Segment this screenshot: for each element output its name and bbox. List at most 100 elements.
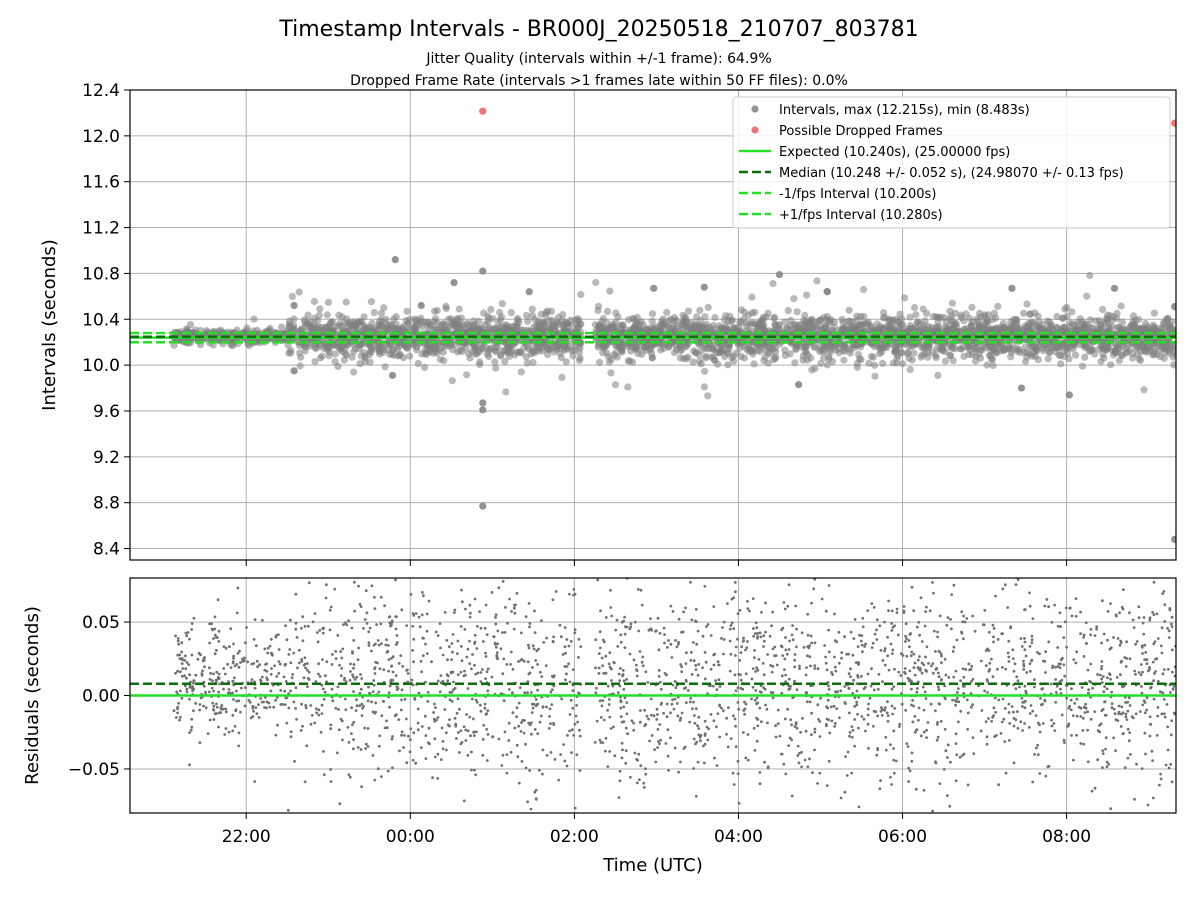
- residual-point: [890, 704, 894, 708]
- residual-point: [1145, 696, 1149, 700]
- residual-point: [890, 687, 894, 691]
- residual-point: [424, 642, 427, 646]
- interval-point: [846, 317, 854, 325]
- residual-point: [1054, 691, 1058, 694]
- residual-point: [483, 706, 487, 710]
- residual-point: [500, 764, 504, 767]
- residual-point: [370, 700, 373, 704]
- interval-point: [403, 344, 411, 352]
- residual-point: [773, 654, 776, 658]
- residual-point: [952, 583, 956, 587]
- dropped-frame-point: [1171, 119, 1176, 127]
- interval-point: [1150, 309, 1158, 317]
- residual-point: [965, 698, 969, 702]
- residual-point: [669, 642, 673, 646]
- y-tick-label: 9.6: [93, 402, 120, 422]
- residual-point: [804, 729, 808, 733]
- residual-point: [176, 639, 180, 643]
- interval-point: [489, 315, 497, 323]
- residual-point: [405, 624, 409, 627]
- residual-point: [1075, 697, 1079, 701]
- residual-point: [875, 618, 879, 622]
- residual-point: [1149, 723, 1153, 726]
- residual-point: [1100, 677, 1103, 681]
- residual-point: [784, 648, 788, 652]
- residual-point: [309, 722, 313, 726]
- residual-point: [190, 717, 194, 721]
- residual-point: [433, 737, 437, 741]
- residual-point: [678, 719, 682, 722]
- residual-point: [322, 697, 326, 701]
- interval-point: [1072, 351, 1080, 359]
- residual-point: [320, 712, 324, 715]
- residual-point: [357, 646, 360, 650]
- residual-point: [984, 720, 988, 724]
- residual-point: [647, 628, 651, 632]
- residual-point: [1161, 672, 1165, 676]
- residual-point: [443, 708, 447, 711]
- interval-point: [761, 353, 769, 361]
- residual-point: [310, 714, 314, 717]
- residual-point: [949, 618, 952, 621]
- residual-point: [352, 747, 355, 751]
- residual-point: [734, 654, 737, 657]
- residual-point: [366, 745, 370, 748]
- residual-point: [559, 753, 562, 756]
- interval-point: [870, 361, 879, 369]
- residual-point: [1093, 710, 1097, 713]
- residual-point: [317, 662, 320, 666]
- interval-point: [1015, 345, 1023, 354]
- interval-point: [1171, 535, 1176, 543]
- residual-point: [870, 646, 874, 649]
- residual-point: [1142, 616, 1146, 619]
- residual-point: [287, 706, 291, 710]
- residual-point: [718, 685, 722, 688]
- residual-point: [917, 620, 921, 624]
- residual-point: [731, 771, 735, 775]
- residual-point: [421, 636, 425, 640]
- interval-point: [1097, 357, 1105, 366]
- interval-point: [614, 313, 622, 321]
- intervals-plot-area: [130, 107, 1176, 543]
- residual-point: [258, 663, 261, 667]
- residual-point: [900, 702, 904, 706]
- interval-point: [1142, 347, 1150, 355]
- interval-point: [350, 368, 358, 376]
- residual-point: [497, 586, 501, 590]
- residual-point: [983, 568, 986, 571]
- residual-point: [659, 703, 663, 706]
- residual-point: [439, 674, 443, 677]
- interval-point: [737, 306, 746, 314]
- interval-point: [1026, 319, 1034, 327]
- residual-point: [180, 641, 184, 645]
- chart-subtitle-line-2: Dropped Frame Rate (intervals >1 frames …: [350, 73, 848, 89]
- interval-point: [939, 344, 947, 352]
- residual-point: [957, 687, 960, 690]
- residual-point: [246, 660, 250, 664]
- residual-point: [693, 714, 696, 717]
- residual-point: [277, 672, 281, 675]
- interval-point: [607, 355, 615, 363]
- residual-point: [946, 756, 949, 759]
- interval-point: [740, 315, 748, 323]
- residual-point: [1099, 673, 1102, 677]
- interval-point: [1118, 318, 1126, 326]
- residual-point: [261, 619, 264, 622]
- residual-point: [630, 719, 634, 723]
- residual-point: [1160, 626, 1164, 630]
- residual-point: [1079, 715, 1083, 718]
- interval-point: [689, 358, 697, 366]
- interval-point: [455, 320, 463, 328]
- residual-point: [345, 623, 349, 627]
- residual-point: [200, 673, 204, 677]
- residual-point: [1167, 766, 1171, 770]
- residual-point: [694, 664, 698, 667]
- residual-point: [597, 672, 601, 675]
- residual-point: [1063, 741, 1066, 744]
- interval-point: [899, 360, 907, 368]
- residual-point: [329, 723, 333, 727]
- residual-point: [468, 615, 472, 619]
- residual-point: [608, 651, 612, 655]
- residual-point: [208, 641, 212, 645]
- residual-point: [1036, 651, 1039, 654]
